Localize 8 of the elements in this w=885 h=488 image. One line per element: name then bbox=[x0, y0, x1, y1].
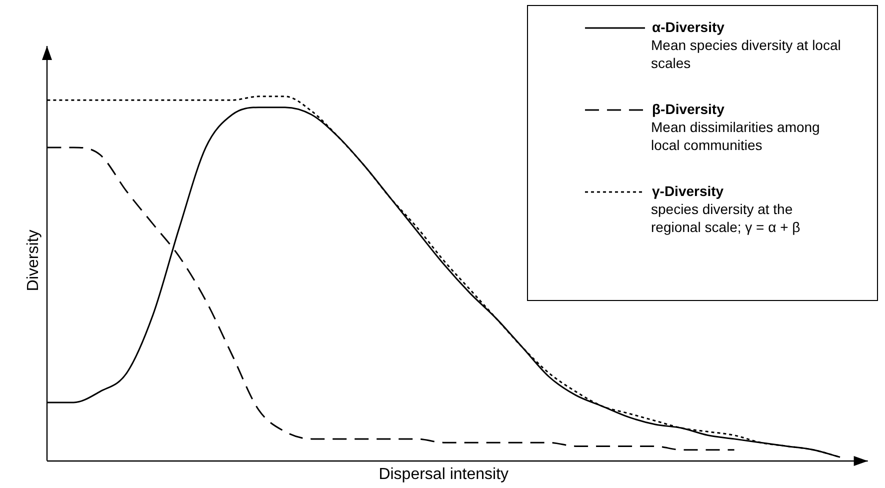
legend-label: α-Diversity bbox=[652, 18, 725, 35]
y-axis-title: Diversity bbox=[25, 230, 42, 292]
annotation: species diversity at the regional scale; γ = α + β bbox=[651, 200, 800, 235]
x-axis-title: Dispersal intensity bbox=[378, 466, 509, 483]
text: Mean species diversity at local scales bbox=[651, 36, 841, 71]
legend-label: γ-Diversity bbox=[652, 182, 724, 199]
annotation: Mean dissimilarities among local communities bbox=[651, 118, 820, 153]
legend-label: β-Diversity bbox=[652, 100, 725, 117]
